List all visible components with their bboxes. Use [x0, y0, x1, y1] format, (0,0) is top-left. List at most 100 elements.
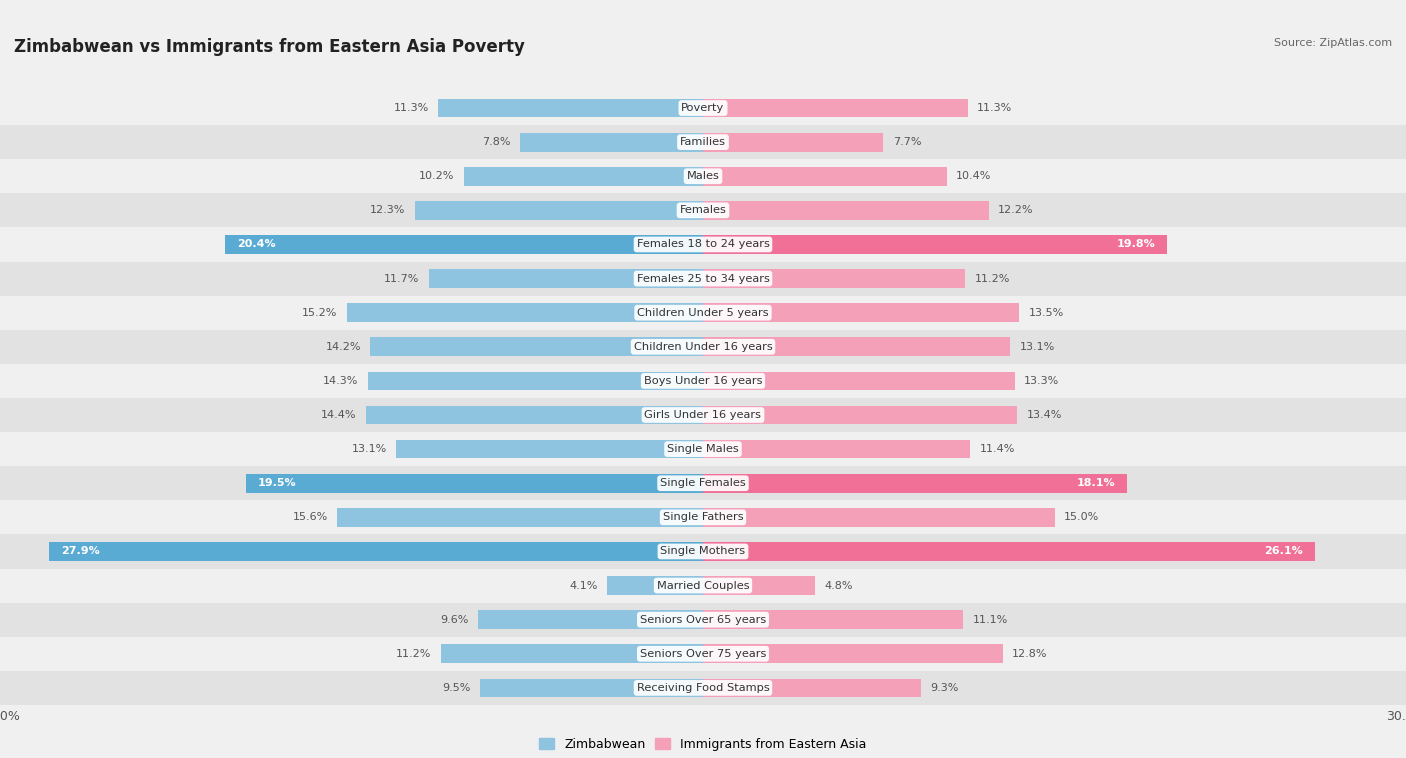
- Text: 11.2%: 11.2%: [974, 274, 1010, 283]
- Text: 15.0%: 15.0%: [1064, 512, 1099, 522]
- Text: 11.1%: 11.1%: [973, 615, 1008, 625]
- Bar: [337, 508, 703, 527]
- Bar: [370, 337, 703, 356]
- Text: Girls Under 16 years: Girls Under 16 years: [644, 410, 762, 420]
- Bar: [0, 330, 1406, 364]
- Bar: [703, 508, 1054, 527]
- Text: Seniors Over 75 years: Seniors Over 75 years: [640, 649, 766, 659]
- Bar: [0, 603, 1406, 637]
- Bar: [481, 678, 703, 697]
- Bar: [246, 474, 703, 493]
- Text: Source: ZipAtlas.com: Source: ZipAtlas.com: [1274, 38, 1392, 48]
- Text: 4.1%: 4.1%: [569, 581, 598, 590]
- Bar: [0, 671, 1406, 705]
- Bar: [0, 637, 1406, 671]
- Bar: [703, 542, 1315, 561]
- Text: Single Females: Single Females: [661, 478, 745, 488]
- Text: 9.5%: 9.5%: [443, 683, 471, 693]
- Bar: [0, 398, 1406, 432]
- Bar: [703, 133, 883, 152]
- Text: 27.9%: 27.9%: [60, 547, 100, 556]
- Bar: [439, 99, 703, 117]
- Bar: [703, 201, 988, 220]
- Text: 9.3%: 9.3%: [931, 683, 959, 693]
- Text: 19.5%: 19.5%: [257, 478, 297, 488]
- Text: 12.3%: 12.3%: [370, 205, 405, 215]
- Bar: [703, 610, 963, 629]
- Bar: [703, 371, 1015, 390]
- Text: Married Couples: Married Couples: [657, 581, 749, 590]
- Text: Single Mothers: Single Mothers: [661, 547, 745, 556]
- Text: 4.8%: 4.8%: [825, 581, 853, 590]
- Text: Single Fathers: Single Fathers: [662, 512, 744, 522]
- Text: Single Males: Single Males: [666, 444, 740, 454]
- Text: 13.5%: 13.5%: [1029, 308, 1064, 318]
- Text: Females: Females: [679, 205, 727, 215]
- Bar: [478, 610, 703, 629]
- Text: 19.8%: 19.8%: [1116, 240, 1156, 249]
- Bar: [0, 568, 1406, 603]
- Text: 18.1%: 18.1%: [1077, 478, 1115, 488]
- Bar: [368, 371, 703, 390]
- Text: 13.4%: 13.4%: [1026, 410, 1062, 420]
- Bar: [0, 466, 1406, 500]
- Text: 15.6%: 15.6%: [292, 512, 328, 522]
- Bar: [703, 337, 1010, 356]
- Bar: [366, 406, 703, 424]
- Text: 11.3%: 11.3%: [977, 103, 1012, 113]
- Bar: [429, 269, 703, 288]
- Text: Seniors Over 65 years: Seniors Over 65 years: [640, 615, 766, 625]
- Text: 14.2%: 14.2%: [325, 342, 361, 352]
- Bar: [703, 235, 1167, 254]
- Bar: [225, 235, 703, 254]
- Bar: [0, 500, 1406, 534]
- Text: 11.3%: 11.3%: [394, 103, 429, 113]
- Text: 9.6%: 9.6%: [440, 615, 468, 625]
- Legend: Zimbabwean, Immigrants from Eastern Asia: Zimbabwean, Immigrants from Eastern Asia: [538, 738, 868, 751]
- Bar: [703, 167, 946, 186]
- Bar: [347, 303, 703, 322]
- Bar: [0, 262, 1406, 296]
- Text: Poverty: Poverty: [682, 103, 724, 113]
- Text: 15.2%: 15.2%: [302, 308, 337, 318]
- Bar: [0, 91, 1406, 125]
- Text: 13.1%: 13.1%: [352, 444, 387, 454]
- Bar: [440, 644, 703, 663]
- Bar: [0, 125, 1406, 159]
- Text: 12.8%: 12.8%: [1012, 649, 1047, 659]
- Bar: [0, 227, 1406, 262]
- Bar: [0, 159, 1406, 193]
- Bar: [0, 432, 1406, 466]
- Text: Males: Males: [686, 171, 720, 181]
- Text: 11.2%: 11.2%: [396, 649, 432, 659]
- Bar: [396, 440, 703, 459]
- Text: Families: Families: [681, 137, 725, 147]
- Text: 13.3%: 13.3%: [1024, 376, 1059, 386]
- Text: 11.7%: 11.7%: [384, 274, 419, 283]
- Bar: [0, 296, 1406, 330]
- Text: Females 18 to 24 years: Females 18 to 24 years: [637, 240, 769, 249]
- Bar: [0, 534, 1406, 568]
- Bar: [703, 303, 1019, 322]
- Text: 10.4%: 10.4%: [956, 171, 991, 181]
- Text: 7.8%: 7.8%: [482, 137, 510, 147]
- Bar: [0, 364, 1406, 398]
- Text: 12.2%: 12.2%: [998, 205, 1033, 215]
- Bar: [520, 133, 703, 152]
- Text: Children Under 16 years: Children Under 16 years: [634, 342, 772, 352]
- Bar: [703, 406, 1017, 424]
- Bar: [464, 167, 703, 186]
- Text: 7.7%: 7.7%: [893, 137, 921, 147]
- Text: 10.2%: 10.2%: [419, 171, 454, 181]
- Bar: [49, 542, 703, 561]
- Bar: [703, 678, 921, 697]
- Text: Receiving Food Stamps: Receiving Food Stamps: [637, 683, 769, 693]
- Text: 14.3%: 14.3%: [323, 376, 359, 386]
- Text: 20.4%: 20.4%: [236, 240, 276, 249]
- Bar: [703, 644, 1002, 663]
- Text: 26.1%: 26.1%: [1264, 547, 1303, 556]
- Bar: [415, 201, 703, 220]
- Text: 13.1%: 13.1%: [1019, 342, 1054, 352]
- Bar: [703, 474, 1128, 493]
- Text: Females 25 to 34 years: Females 25 to 34 years: [637, 274, 769, 283]
